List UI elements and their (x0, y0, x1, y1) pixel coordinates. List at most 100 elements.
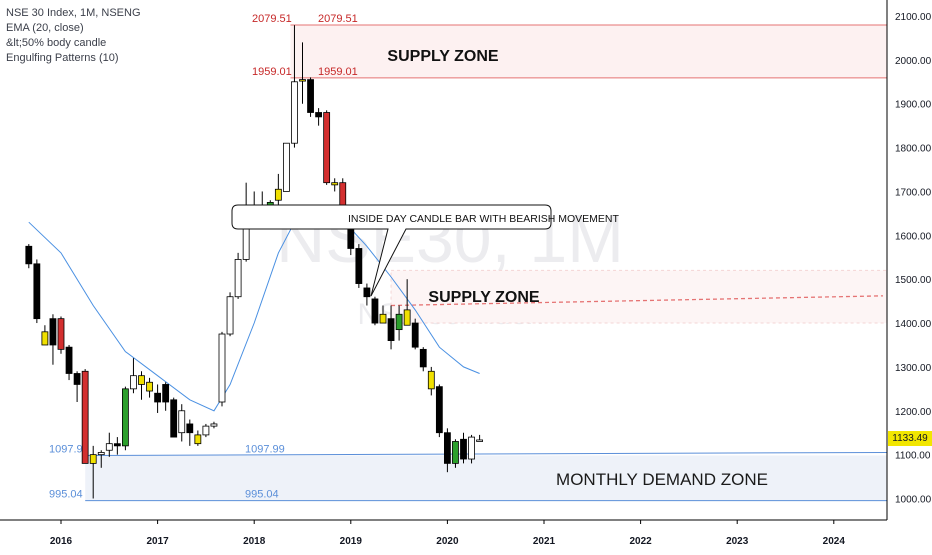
candle-body (395, 313, 403, 331)
candle-body (307, 79, 314, 113)
level-label-right-0: 2079.51 (318, 13, 358, 25)
candle-body (282, 142, 290, 192)
y-tick-label: 1500.00 (895, 275, 932, 286)
candle-body (130, 375, 137, 390)
candle-body (25, 245, 33, 265)
candle-body (162, 384, 170, 403)
candle-body (105, 443, 113, 451)
supply-zone-label: SUPPLY ZONE (387, 48, 498, 65)
y-tick-label: 1200.00 (895, 407, 932, 418)
y-tick-label: 1700.00 (895, 187, 932, 198)
legend-engulfing: Engulfing Patterns (10) (6, 52, 119, 64)
level-label-right-2: 1097.99 (245, 444, 285, 456)
candle-body (468, 436, 475, 460)
chart-legend: NSE 30 Index, 1M, NSENG EMA (20, close) … (6, 6, 141, 66)
candle-body (323, 112, 331, 184)
candle-body (138, 375, 145, 385)
candle-body (202, 425, 210, 436)
legend-small-body: &lt;50% body candle (6, 37, 107, 49)
candle-body (299, 79, 306, 82)
candle-body (41, 331, 49, 346)
candle-body (154, 392, 162, 403)
candle-body (218, 333, 226, 403)
level-label-left-2: 1097.99 (49, 444, 89, 456)
candle-body (178, 410, 186, 434)
y-tick-label: 1300.00 (895, 363, 932, 374)
legend-ema: EMA (20, close) (6, 22, 84, 34)
y-tick-label: 1900.00 (895, 100, 932, 111)
candle-body (291, 81, 298, 144)
x-tick-label: 2024 (823, 536, 846, 547)
supply-zone-2-band (390, 269, 888, 324)
candle-body (452, 441, 459, 464)
candle-body (81, 370, 89, 464)
y-tick-label: 1100.00 (895, 451, 931, 462)
x-tick-label: 2018 (243, 536, 266, 547)
x-tick-label: 2016 (50, 536, 73, 547)
x-tick-label: 2023 (726, 536, 749, 547)
y-tick-label: 1600.00 (895, 231, 932, 242)
candle-body (460, 438, 467, 460)
y-tick-label: 1800.00 (895, 144, 932, 155)
candle-body (363, 287, 371, 298)
y-tick-label: 1000.00 (895, 495, 932, 506)
y-tick-label: 2100.00 (895, 12, 932, 23)
candle-body (65, 346, 73, 374)
demand-zone-band (85, 455, 887, 501)
supply-zone-band (290, 24, 887, 78)
candle-body (194, 434, 202, 445)
candle-body (355, 248, 363, 284)
candle-body (476, 439, 484, 442)
candle-body (122, 388, 129, 447)
callout-text: INSIDE DAY CANDLE BAR WITH BEARISH MOVEM… (348, 213, 619, 225)
candle-body (419, 348, 427, 368)
x-tick-label: 2022 (629, 536, 652, 547)
candle-body (113, 443, 121, 447)
x-tick-label: 2021 (533, 536, 556, 547)
candle-body (73, 373, 81, 385)
level-label-left-0: 2079.51 (252, 13, 292, 25)
y-tick-label: 1400.00 (895, 319, 932, 330)
level-label-right-1: 1959.01 (318, 66, 358, 78)
supply-zone-2-line (391, 295, 884, 307)
candle-body (411, 322, 419, 348)
candle-body (427, 370, 435, 390)
last-price-tag: 1133.49 (888, 431, 932, 446)
candle-body (443, 432, 451, 464)
level-label-left-3: 995.04 (49, 489, 83, 501)
level-label-left-1: 1959.01 (252, 66, 292, 78)
candle-body (274, 188, 282, 201)
candle-body (435, 386, 443, 434)
candle-body (89, 454, 97, 464)
candle-body (170, 399, 178, 438)
candle-body (49, 318, 57, 346)
candle-body (226, 296, 234, 335)
candle-body (379, 313, 387, 324)
x-tick-label: 2020 (436, 536, 459, 547)
candle-body (371, 298, 379, 324)
supply-zone-2-label: SUPPLY ZONE (428, 289, 539, 306)
x-tick-label: 2017 (146, 536, 169, 547)
candle-body (403, 309, 411, 326)
candle-body (315, 112, 323, 118)
candle-body (331, 182, 339, 186)
candle-body (234, 259, 242, 298)
candle-body (186, 423, 194, 434)
demand-zone-label: MONTHLY DEMAND ZONE (556, 470, 768, 489)
callout-bubble (231, 204, 552, 297)
level-line-2 (85, 451, 888, 457)
candle-body (57, 318, 65, 350)
x-tick-label: 2019 (340, 536, 363, 547)
candle-body (339, 182, 347, 208)
level-label-right-3: 995.04 (245, 489, 279, 501)
candle-body (387, 318, 395, 341)
candle-body (146, 381, 153, 392)
candle-body (210, 423, 218, 427)
chart-title: NSE 30 Index, 1M, NSENG (6, 7, 141, 19)
ema-line (28, 212, 480, 412)
y-tick-label: 2000.00 (895, 56, 932, 67)
candle-body (33, 263, 41, 320)
candle-body (97, 452, 105, 456)
